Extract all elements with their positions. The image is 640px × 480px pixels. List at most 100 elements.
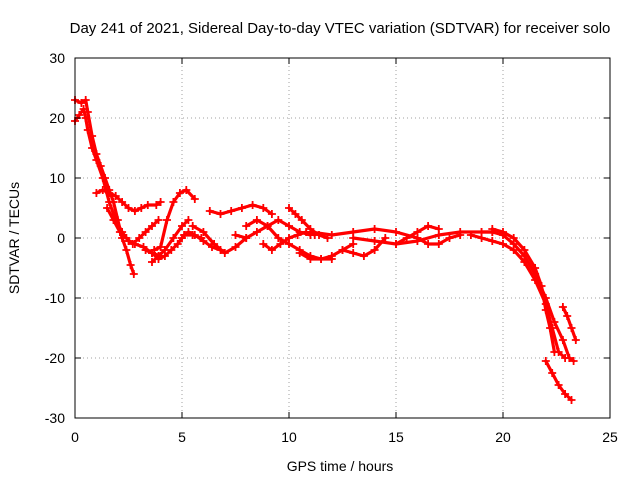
data-point [317,255,326,263]
data-point [128,240,137,248]
data-point [306,255,315,263]
data-point [160,246,169,254]
data-point [558,303,567,311]
data-point [141,228,150,236]
data-point [227,207,236,215]
series-arc-23 [488,225,559,356]
data-point [216,210,225,218]
data-point [571,336,580,344]
y-tick-label: -10 [45,290,65,306]
data-point [169,198,178,206]
data-point [169,234,178,242]
data-point [370,225,379,233]
data-point [141,246,150,254]
x-tick-label: 25 [602,429,618,445]
data-point [231,231,240,239]
data-point [327,252,336,260]
series-arc-24 [541,357,576,404]
data-point [111,192,120,200]
y-tick-label: 10 [49,170,65,186]
x-axis-label: GPS time / hours [287,458,394,474]
data-point [103,204,112,212]
data-point [259,204,268,212]
data-point [129,270,138,278]
data-point [554,381,563,389]
data-point [267,246,276,254]
data-point [327,231,336,239]
series-arc-3 [92,186,165,215]
data-point [392,228,400,236]
data-point [199,228,208,236]
data-point [550,348,559,356]
axes: 0 5 10 15 20 25 -30 -20 -10 0 10 20 30 [45,50,618,445]
y-tick-label: 30 [49,50,65,66]
data-point [541,357,550,365]
data-point [537,282,546,290]
data-point [285,204,293,212]
data-point [488,237,497,245]
series-arc-17 [338,234,390,260]
x-tick-label: 15 [388,429,404,445]
data-point [242,234,251,242]
data-point [548,369,557,377]
data-point [143,201,152,209]
data-point [135,234,144,242]
data-point [122,246,131,254]
data-point [349,234,358,242]
data-point [274,216,283,224]
data-point [148,258,156,266]
data-point [477,228,486,236]
series-arc-10 [205,201,276,218]
data-point [392,240,400,248]
data-point [276,240,285,248]
data-point [520,246,529,254]
data-point [83,126,92,134]
data-point [137,204,146,212]
data-point [569,357,578,365]
data-point [267,210,276,218]
data-point [434,240,443,248]
data-point [184,216,193,224]
data-point [184,228,193,236]
data-point [466,231,475,239]
data-point [445,234,454,242]
data-point [210,240,219,248]
data-point [338,246,347,254]
y-axis-label: SDTVAR / TECUs [6,182,22,294]
series-arc-20 [413,231,465,248]
data-point [178,222,186,230]
data-point [499,228,507,236]
data-point [434,225,443,233]
data-point [291,210,300,218]
series-arc-4 [103,204,163,248]
y-tick-label: -30 [45,410,65,426]
data-point [178,234,186,242]
data-point [173,240,182,248]
data-point [252,228,261,236]
data-point [92,189,101,197]
y-tick-label: -20 [45,350,65,366]
data-point [118,198,127,206]
plot-frame [74,57,611,419]
x-tick-label: 10 [281,429,297,445]
data-point [105,189,114,197]
data-point [154,252,163,260]
data-point [231,243,240,251]
data-point [130,207,139,215]
data-point [456,231,465,239]
series-line [191,224,248,255]
data-point [567,396,576,404]
data-point [109,216,118,224]
data-point [561,390,570,398]
data-point [199,237,208,245]
data-point [220,249,229,257]
series-line [561,305,578,342]
data-point [293,231,302,239]
series-arc-25 [558,303,580,344]
data-point [252,216,261,224]
data-point [190,231,199,239]
data-point [424,222,433,230]
data-series [71,96,580,404]
series-line [150,218,190,264]
